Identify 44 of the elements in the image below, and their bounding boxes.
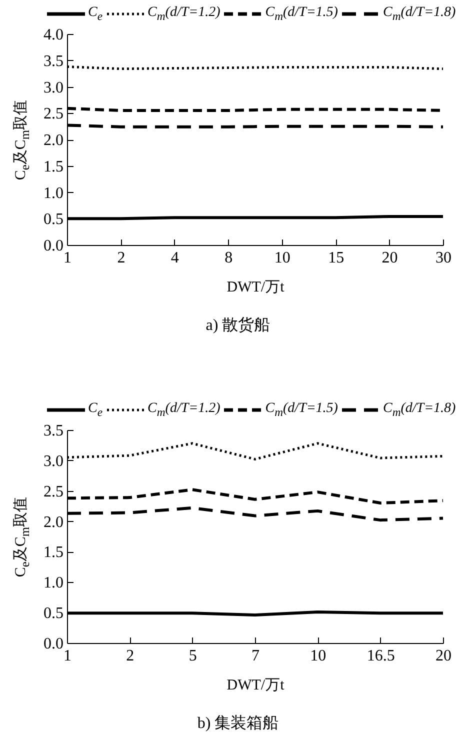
y-tick-label: 3.5	[44, 52, 64, 70]
legend-label: C$_{m}$(d/T=1.8)	[382, 5, 456, 23]
legend-label: C$_{m}$(d/T=1.5)	[265, 5, 338, 23]
text: a) 散货船	[204, 316, 272, 336]
y-tick-label: 3.0	[44, 79, 64, 96]
x-tick-label: 2	[117, 250, 126, 266]
y-tick-label: 2.5	[44, 106, 64, 123]
y-tick-label: 2.0	[44, 132, 64, 149]
x-tick-label: 5	[188, 648, 197, 664]
y-tick-label: 1.5	[44, 158, 64, 176]
x-tick-label: 7	[252, 648, 260, 664]
y-tick-label: 1.5	[44, 544, 64, 562]
y-tick-label: 3.5	[44, 422, 64, 440]
x-tick-label: 10	[274, 250, 290, 266]
y-tick-label: 0.0	[44, 238, 64, 254]
y-tick-label: 3.0	[44, 452, 64, 470]
y-tick-label: 2.0	[44, 514, 64, 531]
x-tick-label: 16.5	[366, 648, 395, 664]
y-tick-label: 2.5	[44, 483, 64, 500]
legend-label: C$_{m}$(d/T=1.2)	[148, 5, 220, 23]
x-tick-label: 2	[126, 648, 134, 664]
x-tick-label: 15	[328, 250, 344, 266]
legend-label: C$_{e}$	[88, 5, 103, 23]
y-tick-label: 0.0	[44, 636, 64, 652]
y-tick-label: 1.0	[44, 184, 64, 202]
x-tick-label: 20	[382, 250, 398, 266]
legend-label: C$_{m}$(d/T=1.5)	[265, 401, 338, 419]
x-tick-label: 8	[224, 250, 233, 266]
legend-label: C$_{e}$	[88, 401, 103, 419]
x-tick-label: 10	[310, 648, 326, 664]
x-tick-label: 20	[436, 648, 452, 664]
x-tick-label: 30	[436, 250, 452, 266]
y-tick-label: 0.5	[44, 605, 64, 622]
x-axis-title: DWT/万t	[226, 280, 286, 296]
y-tick-label: 4.0	[44, 26, 64, 44]
y-tick-label: 0.5	[44, 211, 64, 228]
legend-label: C$_{m}$(d/T=1.8)	[382, 401, 456, 419]
x-tick-label: 4	[170, 250, 179, 266]
y-tick-label: 1.0	[44, 574, 64, 592]
x-tick-label: 1	[64, 648, 72, 664]
legend-label: C$_{m}$(d/T=1.2)	[148, 401, 220, 419]
text: b) 集装箱船	[196, 714, 280, 734]
x-axis-title: DWT/万t	[226, 678, 286, 694]
x-tick-label: 1	[64, 250, 72, 266]
